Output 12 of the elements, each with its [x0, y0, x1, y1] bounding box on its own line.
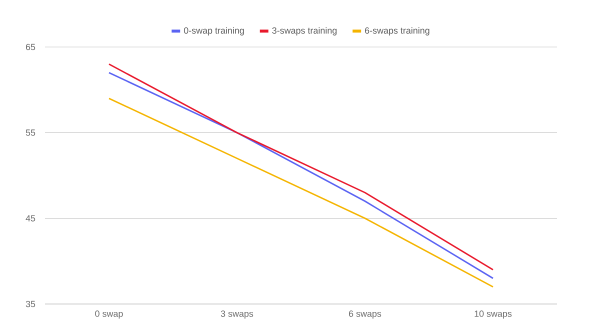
legend-label: 6-swaps training	[365, 27, 430, 36]
legend-label: 3-swaps training	[272, 27, 337, 36]
x-tick-label: 3 swaps	[220, 310, 254, 319]
x-tick-label: 0 swap	[95, 310, 123, 319]
x-tick-label: 10 swaps	[474, 310, 512, 319]
y-tick-label: 55	[26, 130, 36, 136]
y-tick-label: 35	[26, 300, 36, 308]
y-tick-label: 45	[26, 215, 36, 222]
line-series	[108, 98, 494, 288]
legend-label: 0-swap training	[184, 27, 244, 36]
x-tick-label: 6 swaps	[349, 310, 382, 319]
y-tick-label: 65	[26, 44, 36, 50]
